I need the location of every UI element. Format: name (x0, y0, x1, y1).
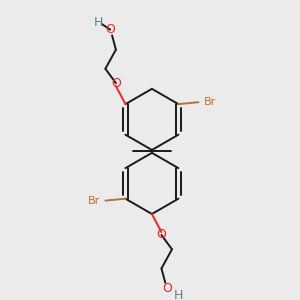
Text: Br: Br (87, 196, 100, 206)
Text: O: O (162, 282, 172, 295)
Text: O: O (105, 23, 115, 36)
Text: H: H (94, 16, 104, 29)
Text: H: H (174, 289, 183, 300)
Text: O: O (157, 229, 166, 242)
Text: O: O (111, 76, 121, 90)
Text: Br: Br (204, 97, 216, 107)
